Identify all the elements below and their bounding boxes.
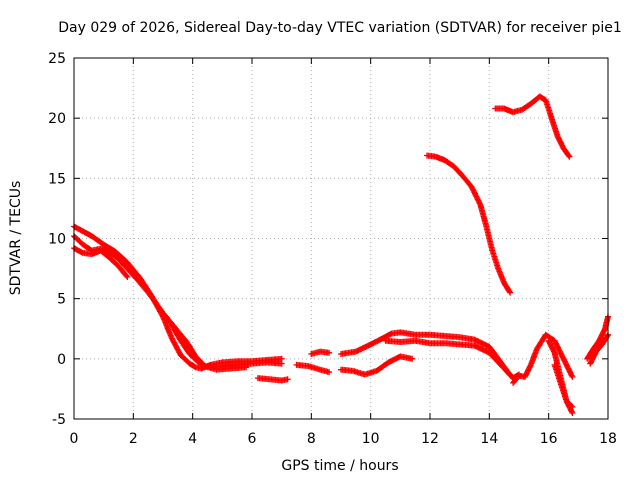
y-tick-label: 20 — [48, 111, 66, 127]
chart-title: Day 029 of 2026, Sidereal Day-to-day VTE… — [58, 20, 622, 36]
x-tick-label: 2 — [129, 431, 138, 447]
y-axis-label: SDTVAR / TECUs — [8, 181, 24, 296]
y-tick-label: 15 — [48, 171, 66, 187]
x-tick-label: 18 — [599, 431, 617, 447]
series-markers — [160, 310, 250, 373]
series-track-q — [492, 93, 573, 160]
series-markers — [492, 93, 573, 160]
series-track-p — [587, 331, 611, 367]
series-markers — [587, 331, 611, 367]
series-markers — [551, 361, 576, 410]
y-tick-label: 0 — [57, 352, 66, 368]
y-tick-label: 5 — [57, 292, 66, 308]
series-markers — [254, 375, 291, 384]
x-tick-label: 16 — [540, 431, 558, 447]
series-markers — [584, 313, 611, 362]
y-tick-label: 10 — [48, 232, 66, 248]
series-markers — [424, 152, 514, 296]
series-track-f — [293, 361, 333, 376]
series-markers — [293, 361, 333, 376]
series-track-i — [382, 337, 522, 382]
series-track-j — [338, 353, 416, 378]
data-series — [71, 93, 611, 416]
x-tick-label: 0 — [70, 431, 79, 447]
y-tick-label: 25 — [48, 51, 66, 67]
series-track-d — [160, 310, 250, 373]
x-tick-label: 12 — [421, 431, 439, 447]
series-track-n — [551, 361, 576, 410]
x-tick-label: 6 — [248, 431, 257, 447]
x-tick-label: 8 — [307, 431, 316, 447]
x-axis-label: GPS time / hours — [281, 458, 398, 474]
y-tick-label: -5 — [52, 412, 66, 428]
x-tick-label: 4 — [188, 431, 197, 447]
series-track-l — [510, 331, 576, 386]
series-markers — [308, 348, 333, 357]
grid — [73, 57, 609, 420]
series-track-o — [584, 313, 611, 362]
series-markers — [338, 353, 416, 378]
series-markers — [510, 331, 576, 386]
series-track-g — [308, 348, 333, 357]
series-track-k — [424, 152, 514, 296]
series-track-e — [254, 375, 291, 384]
x-tick-label: 14 — [480, 431, 498, 447]
series-markers — [382, 337, 522, 382]
plot-frame — [73, 57, 609, 420]
x-tick-label: 10 — [362, 431, 380, 447]
